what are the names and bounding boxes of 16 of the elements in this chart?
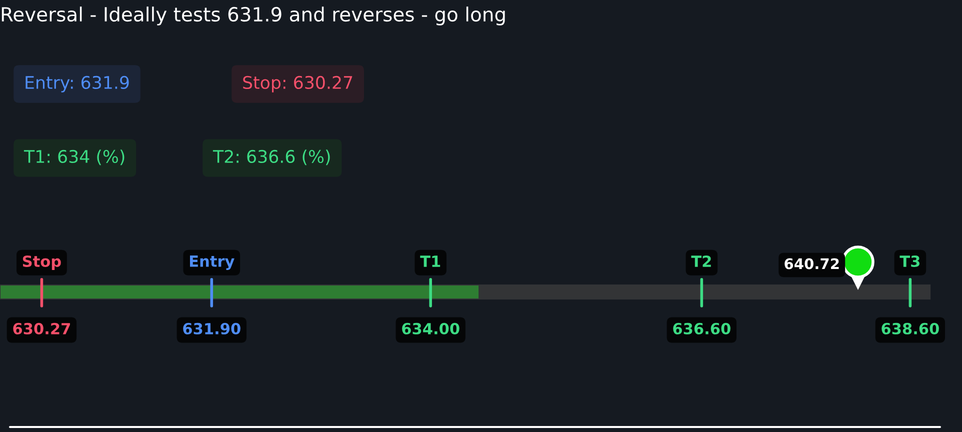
ref-line-label: T2	[691, 255, 711, 267]
x-tick-label: 636.60	[673, 322, 730, 334]
text: Entry: 631.9	[26, 76, 129, 92]
chart-title: Reversal - Ideally tests 631.9 and reverses - go long	[2, 6, 505, 26]
x-tick-label: 631.90	[183, 322, 240, 334]
x-tick-label: 630.27	[13, 322, 70, 334]
ref-line-label: Entry	[190, 256, 234, 270]
text: T2: 636.6 (%)	[212, 150, 330, 166]
ref-line-label: Stop	[22, 255, 61, 270]
ref-line-label: T1	[420, 256, 440, 267]
text: Stop: 630.27	[243, 76, 352, 92]
x-tick-label: 638.60	[882, 322, 939, 334]
text: 640.72	[784, 258, 839, 270]
ref-line-label: T3	[900, 255, 920, 268]
x-tick-label: 634.00	[402, 322, 460, 334]
text: T1: 634 (%)	[24, 150, 124, 166]
